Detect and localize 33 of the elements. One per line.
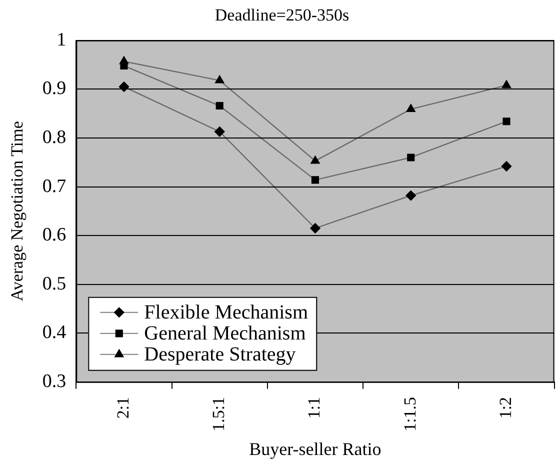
point <box>502 118 510 126</box>
y-tick-label: 0.5 <box>42 273 66 294</box>
y-tick-label: 0.7 <box>42 176 66 197</box>
point <box>120 62 128 70</box>
point <box>215 75 224 84</box>
x-tick-label: 1.5:1 <box>209 396 228 432</box>
legend-label: Desperate Strategy <box>144 344 296 366</box>
legend-label: Flexible Mechanism <box>144 302 308 324</box>
point <box>501 161 512 172</box>
point <box>502 80 511 88</box>
y-axis-title: Average Negotiation Time <box>8 121 27 302</box>
point <box>406 190 416 201</box>
x-tick-label: 1:1.5 <box>400 396 420 432</box>
point <box>310 223 320 234</box>
point <box>407 154 415 162</box>
x-axis-title: Buyer-seller Ratio <box>249 438 382 459</box>
legend-label: General Mechanism <box>144 322 306 345</box>
point <box>310 156 320 164</box>
point <box>118 82 130 92</box>
point <box>311 176 320 184</box>
y-tick-label: 0.4 <box>42 322 67 344</box>
y-tick-label: 0.9 <box>42 78 66 100</box>
x-tick-label: 1:2 <box>496 396 515 419</box>
point <box>216 102 224 110</box>
y-tick-label: 0.3 <box>42 370 66 392</box>
y-tick-label: 1 <box>56 29 66 50</box>
y-tick-label: 0.6 <box>42 224 66 246</box>
point <box>406 104 416 112</box>
x-tick-label: 1:1 <box>304 396 324 419</box>
chart-title: Deadline=250-350s <box>214 6 350 25</box>
point <box>214 126 225 137</box>
x-tick-label: 2:1 <box>113 396 132 419</box>
y-tick-label: 0.8 <box>42 126 66 148</box>
